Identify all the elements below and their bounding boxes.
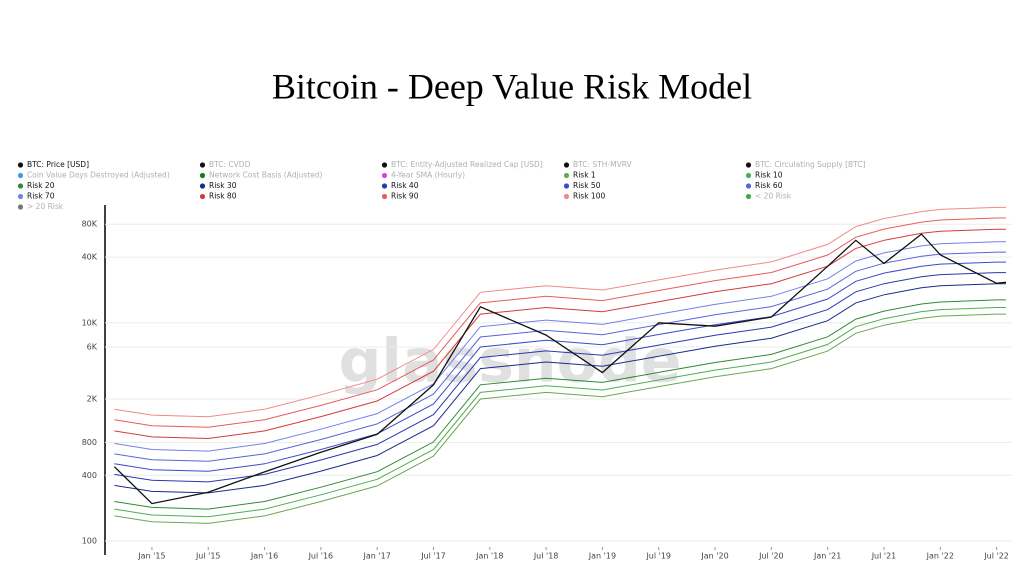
legend-label: BTC: CVDD bbox=[209, 160, 251, 169]
y-tick-label: 400 bbox=[82, 471, 97, 480]
risk-line bbox=[114, 307, 1006, 518]
risk-line bbox=[114, 241, 1006, 452]
legend-marker bbox=[745, 193, 752, 200]
x-tick-label: Jul '21 bbox=[871, 552, 897, 561]
legend-label: 4-Year SMA (Hourly) bbox=[391, 171, 465, 180]
legend-label: Risk 40 bbox=[391, 181, 419, 190]
legend-marker bbox=[563, 172, 570, 179]
x-tick-label: Jul '18 bbox=[533, 552, 559, 561]
watermark: glassnode bbox=[338, 327, 681, 397]
legend-marker bbox=[199, 162, 206, 168]
legend-marker bbox=[17, 162, 24, 168]
x-tick-label: Jul '17 bbox=[420, 552, 446, 561]
x-tick-label: Jan '18 bbox=[475, 552, 503, 561]
risk-line bbox=[114, 228, 1006, 440]
y-tick-label: 6K bbox=[87, 342, 98, 351]
legend-marker bbox=[17, 183, 24, 189]
x-tick-label: Jul '20 bbox=[758, 552, 784, 561]
legend-label: Risk 90 bbox=[391, 192, 419, 201]
legend-marker bbox=[381, 183, 388, 189]
legend-label: Risk 100 bbox=[573, 192, 605, 201]
legend-label: > 20 Risk bbox=[27, 202, 64, 211]
legend-marker bbox=[199, 172, 206, 179]
legend-marker bbox=[745, 183, 752, 189]
y-tick-label: 100 bbox=[82, 537, 97, 546]
risk-line bbox=[114, 217, 1006, 428]
risk-line bbox=[114, 251, 1006, 462]
legend-marker bbox=[563, 162, 570, 168]
legend-marker bbox=[381, 193, 388, 200]
risk-line bbox=[114, 283, 1006, 494]
legend-label: < 20 Risk bbox=[755, 192, 792, 201]
legend-marker bbox=[563, 183, 570, 189]
x-tick-label: Jan '17 bbox=[363, 552, 391, 561]
y-tick-label: 40K bbox=[82, 253, 98, 262]
x-tick-label: Jul '15 bbox=[195, 552, 221, 561]
legend-label: BTC: Entity-Adjusted Realized Cap [USD] bbox=[391, 160, 543, 169]
legend-marker bbox=[17, 193, 24, 200]
legend-label: BTC: STH-MVRV bbox=[573, 160, 633, 169]
x-tick-label: Jan '16 bbox=[250, 552, 278, 561]
legend-label: Risk 70 bbox=[27, 192, 55, 201]
legend-marker bbox=[17, 204, 24, 210]
x-tick-label: Jan '15 bbox=[137, 552, 165, 561]
legend-label: Network Cost Basis (Adjusted) bbox=[209, 171, 323, 180]
y-tick-label: 2K bbox=[87, 395, 98, 404]
risk-line bbox=[114, 272, 1006, 483]
chart-title: Bitcoin - Deep Value Risk Model bbox=[272, 66, 752, 106]
x-tick-label: Jul '19 bbox=[645, 552, 671, 561]
risk-line bbox=[114, 206, 1006, 418]
y-tick-label: 800 bbox=[82, 438, 97, 447]
legend-label: Risk 1 bbox=[573, 171, 596, 180]
risk-line bbox=[114, 313, 1006, 524]
legend-label: Risk 30 bbox=[209, 181, 237, 190]
y-tick-label: 10K bbox=[82, 318, 98, 327]
legend-label: Risk 60 bbox=[755, 181, 783, 190]
legend-label: BTC: Circulating Supply [BTC] bbox=[755, 160, 866, 169]
x-tick-label: Jan '20 bbox=[700, 552, 728, 561]
x-tick-label: Jan '22 bbox=[926, 552, 954, 561]
x-tick-label: Jan '21 bbox=[813, 552, 841, 561]
legend-marker bbox=[199, 193, 206, 200]
x-tick-label: Jan '19 bbox=[588, 552, 616, 561]
x-tick-label: Jul '16 bbox=[308, 552, 334, 561]
risk-line bbox=[114, 261, 1006, 472]
legend-marker bbox=[199, 183, 206, 189]
legend-marker bbox=[17, 172, 24, 179]
risk-line bbox=[114, 299, 1006, 510]
legend-label: Risk 80 bbox=[209, 192, 237, 201]
legend-label: Coin Value Days Destroyed (Adjusted) bbox=[27, 171, 170, 180]
legend-label: Risk 20 bbox=[27, 181, 55, 190]
legend-marker bbox=[745, 172, 752, 179]
x-tick-label: Jul '22 bbox=[983, 552, 1009, 561]
legend-marker bbox=[745, 162, 752, 168]
price-line bbox=[113, 233, 1007, 505]
legend-marker bbox=[381, 172, 388, 179]
legend-marker bbox=[381, 162, 388, 168]
legend-marker bbox=[563, 193, 570, 200]
legend-label: Risk 10 bbox=[755, 171, 783, 180]
legend-label: BTC: Price [USD] bbox=[27, 160, 89, 169]
legend-label: Risk 50 bbox=[573, 181, 601, 190]
y-tick-label: 80K bbox=[82, 220, 98, 229]
